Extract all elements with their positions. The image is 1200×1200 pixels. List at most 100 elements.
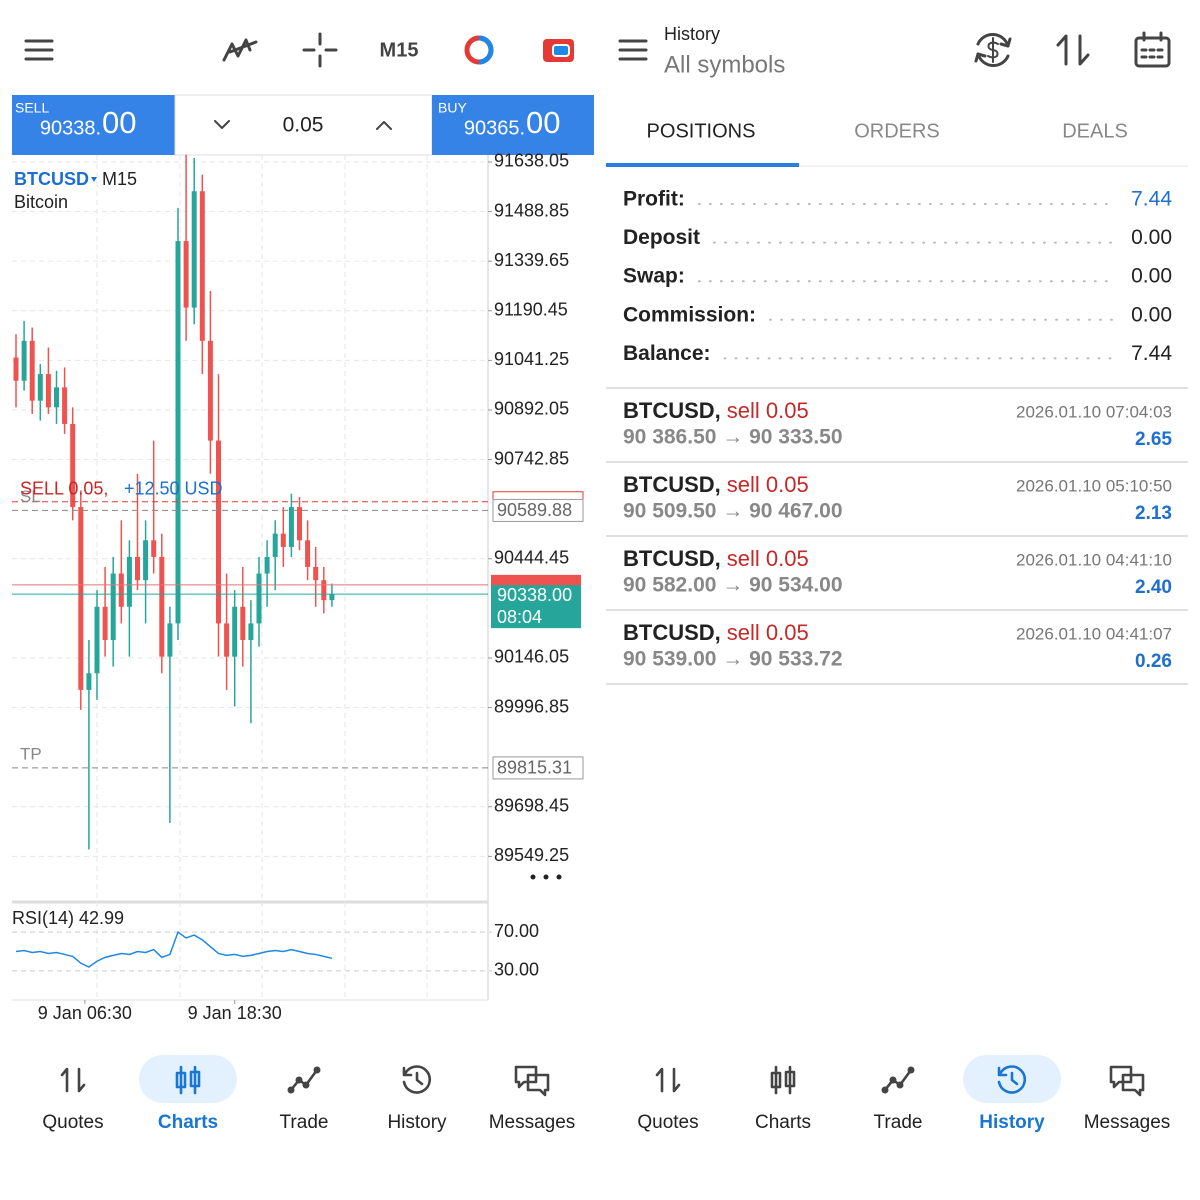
volume-up[interactable] [376, 121, 392, 130]
nav-icon-dot [896, 1081, 904, 1089]
deal-time: 2026.01.10 04:41:07 [1016, 624, 1172, 643]
deal-symbol: BTCUSD, [623, 546, 721, 571]
nav-label[interactable]: Trade [280, 1112, 329, 1133]
candle-body [159, 556, 165, 657]
deal-prices: 90 582.00 → 90 534.00 [623, 574, 843, 597]
buy-button[interactable] [432, 95, 594, 155]
menu-button[interactable] [618, 39, 648, 61]
tab[interactable]: ORDERS [854, 120, 940, 142]
candle-body [264, 556, 270, 574]
candle-body [13, 357, 19, 381]
summary-value: 0.00 [1131, 265, 1172, 288]
nav-icon-dot [295, 1076, 303, 1084]
candle-body [70, 423, 76, 508]
candle-body [240, 606, 246, 641]
summary-value: 7.44 [1131, 342, 1172, 365]
nav-icon [514, 1065, 550, 1097]
nav-label[interactable]: History [387, 1112, 447, 1133]
rsi-tick-label: 70.00 [494, 921, 539, 941]
rsi-tick-label: 30.00 [494, 960, 539, 980]
deal-symbol: BTCUSD, [623, 398, 721, 423]
candle-body [248, 623, 254, 641]
y-tick-label: 89698.45 [494, 796, 569, 816]
nav-active-pill [139, 1055, 237, 1103]
candle-body [102, 606, 108, 641]
deal-title: BTCUSD, sell 0.05 [623, 472, 809, 497]
nav-label[interactable]: Charts [755, 1112, 811, 1133]
sl-price-box-label: 90589.88 [497, 500, 572, 520]
y-tick-label: 89549.25 [494, 845, 569, 865]
sell-button[interactable] [12, 95, 175, 155]
candle-body [94, 606, 100, 674]
deal-side: sell 0.05 [727, 472, 809, 497]
candle-body [224, 623, 230, 657]
summary-label: Deposit [623, 226, 700, 249]
one-click-button[interactable] [543, 39, 574, 62]
candle-body [118, 573, 124, 607]
deal-time: 2026.01.10 04:41:10 [1016, 550, 1172, 569]
candle-body [86, 673, 92, 690]
volume[interactable]: 0.05 [283, 114, 324, 137]
candle-body [21, 340, 27, 381]
nav-label[interactable]: Quotes [42, 1112, 103, 1133]
nav-label[interactable]: History [979, 1112, 1045, 1133]
candle-body [216, 440, 221, 624]
more-button[interactable] [530, 874, 562, 880]
deal-side: sell 0.05 [727, 620, 809, 645]
summary-label: Swap: [623, 265, 685, 288]
candle-body [297, 507, 302, 541]
symbol-filter[interactable]: All symbols [664, 51, 785, 78]
nav-icon-dot [889, 1076, 897, 1084]
indicators-button[interactable] [222, 38, 258, 62]
nav-icon [770, 1065, 796, 1095]
nav-icon-dot [302, 1081, 310, 1089]
chart-symbol[interactable]: BTCUSD [14, 169, 89, 189]
candle-body [280, 533, 286, 547]
y-tick-label: 91190.45 [494, 300, 568, 320]
deal-time: 2026.01.10 07:04:03 [1016, 402, 1172, 421]
timeframe-button[interactable]: M15 [380, 39, 419, 61]
nav-icon-dot [907, 1066, 915, 1074]
menu-button[interactable] [24, 39, 54, 61]
nav-label[interactable]: Trade [874, 1112, 923, 1133]
candle-body [305, 540, 311, 567]
tp-price-box [492, 756, 584, 780]
nav-label[interactable]: Charts [158, 1112, 218, 1133]
crosshair-button[interactable] [302, 32, 338, 68]
deal-profit: 0.26 [1135, 651, 1172, 672]
candle-body [175, 241, 181, 624]
tab-indicator [606, 163, 799, 167]
sell-price-big: 00 [102, 105, 136, 140]
sell-label: SELL [15, 100, 49, 116]
bar-timer: 08:04 [497, 607, 542, 627]
nav-icon-dot [313, 1066, 321, 1074]
nav-label[interactable]: Messages [1084, 1112, 1171, 1133]
deal-prices: 90 539.00 → 90 533.72 [623, 648, 843, 671]
bottom-navigation: Quotes Charts Trade History Messages Quotes Ch… [42, 1055, 1170, 1133]
rsi-label: RSI(14) 42.99 [12, 908, 124, 928]
currency-button[interactable] [974, 33, 1012, 67]
bid-price-box [491, 585, 581, 629]
sort-button[interactable] [1056, 34, 1090, 66]
calendar-button[interactable] [1134, 31, 1171, 68]
nav-label[interactable]: Quotes [637, 1112, 698, 1133]
deal-title: BTCUSD, sell 0.05 [623, 620, 809, 645]
candle-body [54, 387, 59, 408]
volume-down[interactable] [214, 120, 230, 129]
nav-label[interactable]: Messages [489, 1112, 576, 1133]
symbol-dropdown[interactable] [91, 177, 97, 182]
tp-price-box-label: 89815.31 [497, 758, 572, 778]
summary-value: 0.00 [1131, 226, 1172, 249]
objects-button[interactable] [464, 35, 494, 65]
tab[interactable]: DEALS [1062, 120, 1128, 142]
nav-icon-dot [881, 1086, 889, 1094]
candle-body [207, 340, 213, 441]
deal-time: 2026.01.10 05:10:50 [1016, 476, 1172, 495]
tab[interactable]: POSITIONS [647, 120, 756, 142]
nav-icon-dot [287, 1086, 295, 1094]
position-label: SELL 0.05, [20, 479, 108, 499]
candle-body [183, 241, 189, 308]
candle-body [329, 594, 335, 601]
candle-body [191, 191, 197, 308]
